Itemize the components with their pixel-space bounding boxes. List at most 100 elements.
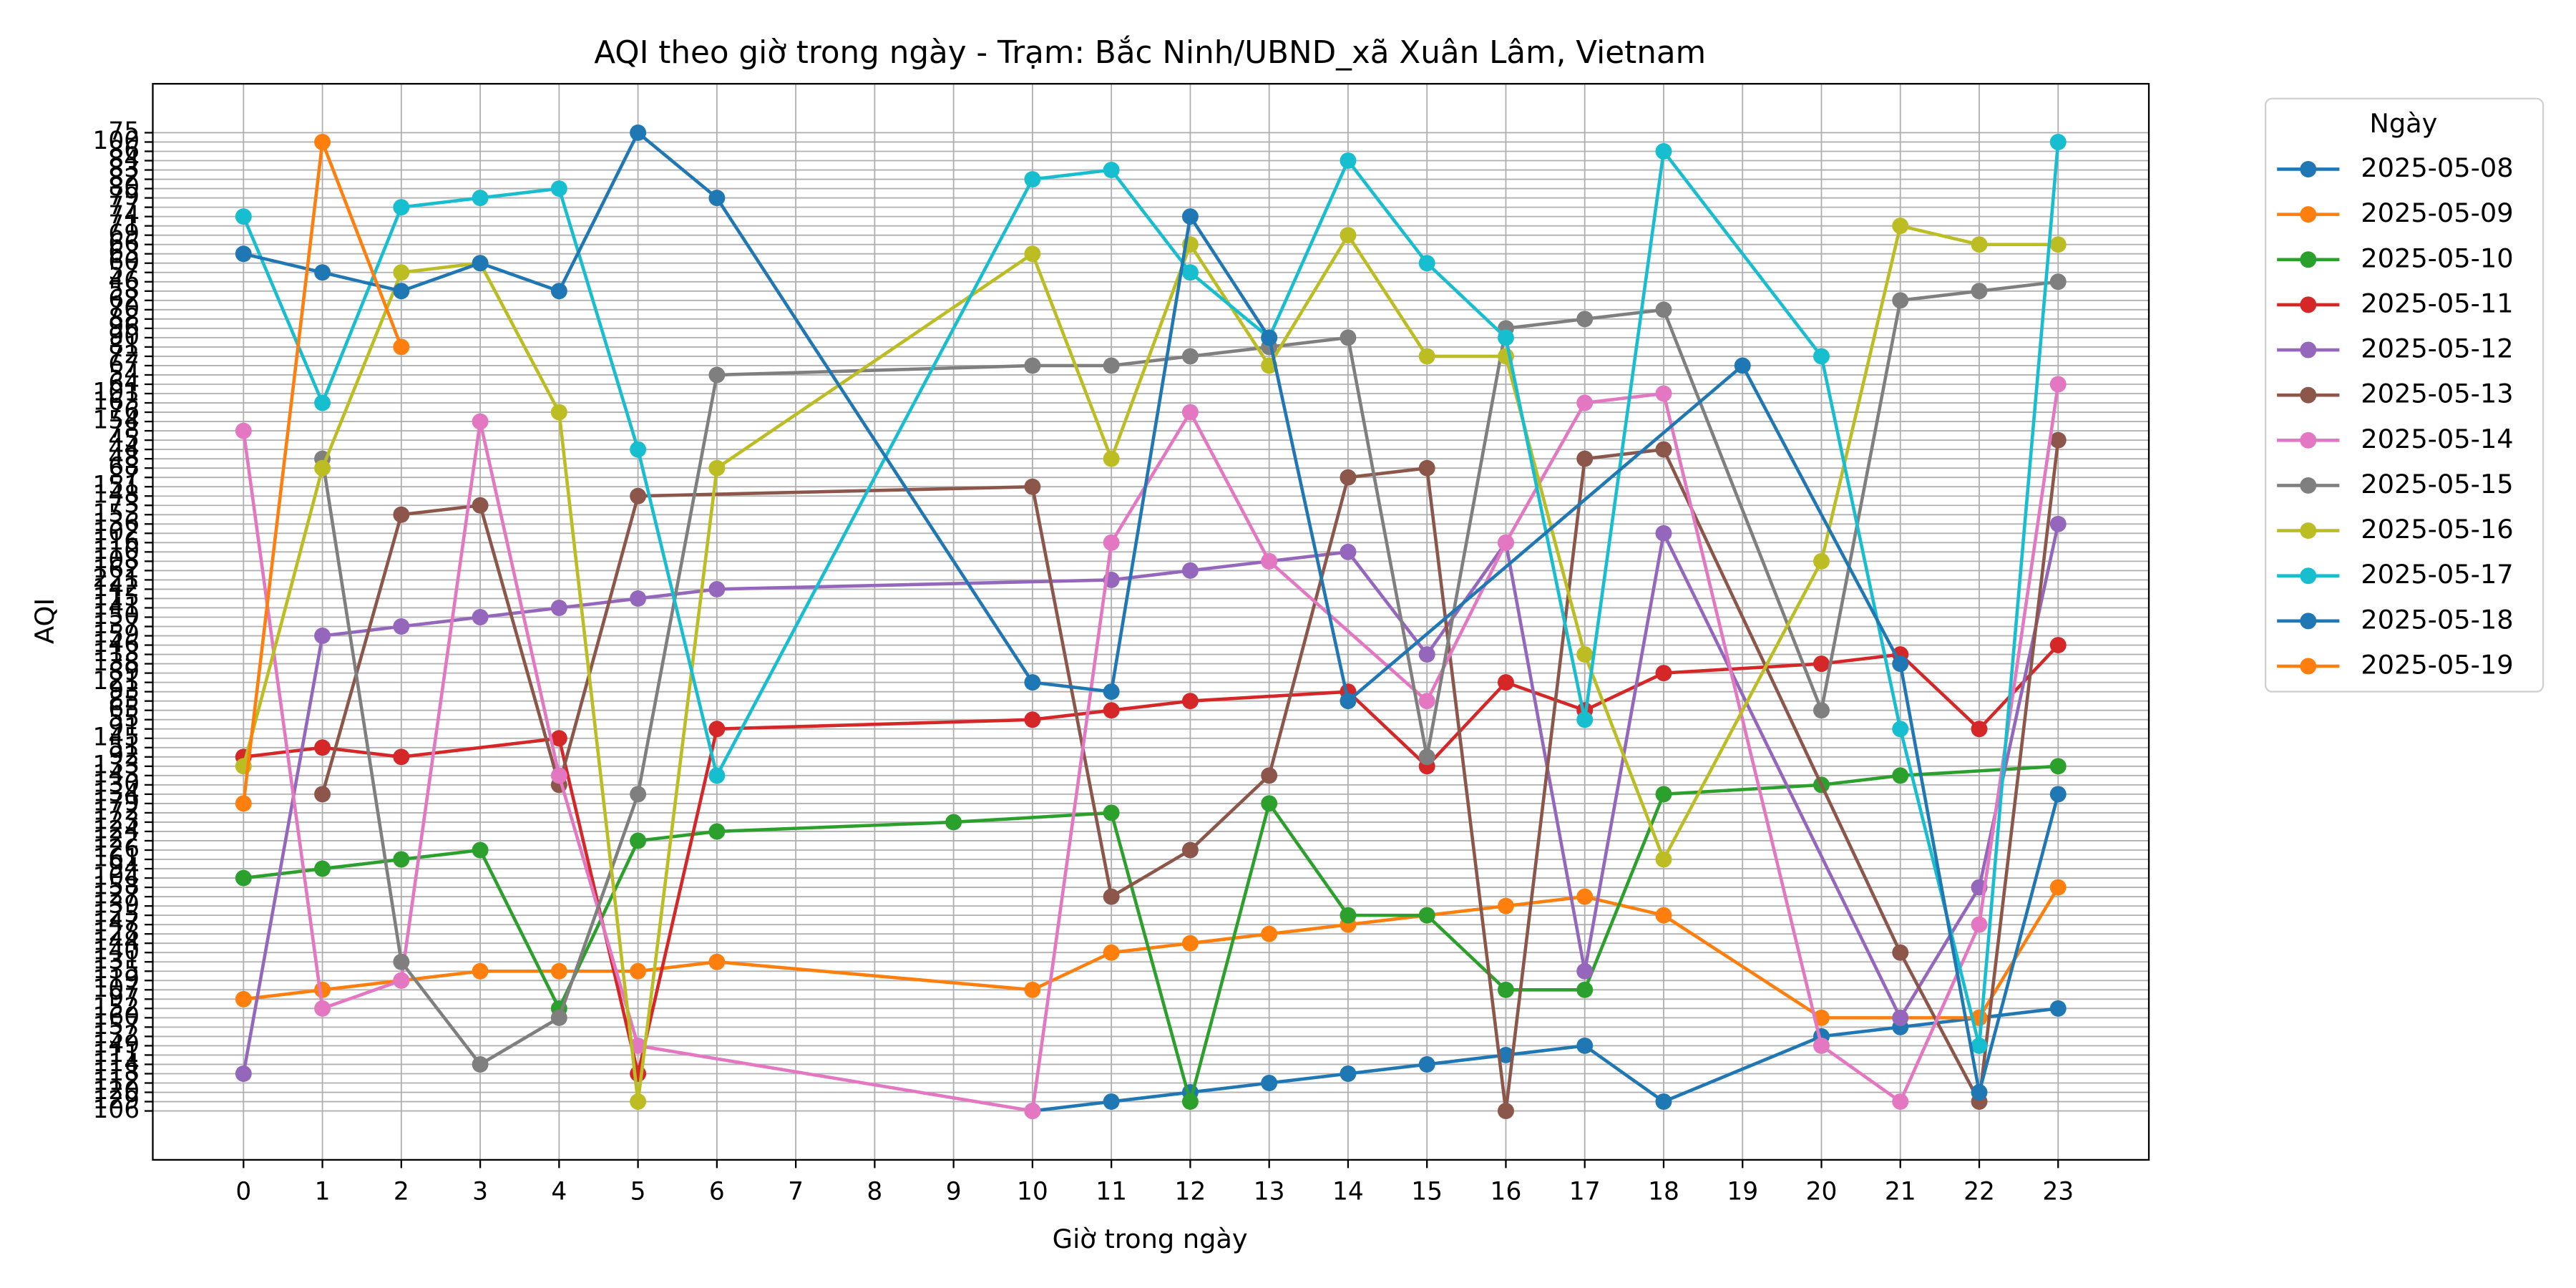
x-tick-label: 6 bbox=[709, 1177, 725, 1206]
data-point bbox=[1734, 357, 1751, 374]
y-tick-label: 100 bbox=[92, 127, 140, 155]
y-tick-label: 131 bbox=[92, 947, 140, 975]
data-point bbox=[1576, 394, 1594, 411]
data-point bbox=[235, 990, 252, 1008]
legend-marker bbox=[2300, 431, 2317, 449]
data-point bbox=[1103, 683, 1120, 701]
data-point bbox=[1971, 916, 1988, 933]
data-point bbox=[1892, 1093, 1909, 1111]
y-tick-label: 97 bbox=[108, 984, 140, 1013]
y-tick-label: 70 bbox=[108, 294, 140, 323]
y-tick-label: 45 bbox=[108, 425, 140, 454]
data-point bbox=[2049, 786, 2067, 803]
y-tick-label: 92 bbox=[108, 741, 140, 770]
data-point bbox=[1181, 693, 1199, 710]
x-tick-label: 5 bbox=[630, 1177, 646, 1206]
y-tick-label: 154 bbox=[92, 406, 140, 435]
y-tick-label: 76 bbox=[108, 397, 140, 426]
data-point bbox=[1181, 264, 1199, 281]
y-tick-label: 55 bbox=[108, 704, 140, 733]
data-point bbox=[314, 133, 331, 150]
y-tick-label: 62 bbox=[108, 285, 140, 313]
y-tick-label: 122 bbox=[92, 825, 140, 854]
legend-title: Ngày bbox=[2369, 108, 2437, 139]
data-point bbox=[314, 459, 331, 477]
y-tick-label: 88 bbox=[108, 303, 140, 332]
plot-area bbox=[235, 124, 2067, 1120]
y-tick-label: 146 bbox=[92, 630, 140, 658]
legend-marker bbox=[2300, 658, 2317, 675]
data-point bbox=[314, 981, 331, 998]
data-point bbox=[1103, 944, 1120, 961]
x-tick-label: 12 bbox=[1175, 1177, 1206, 1206]
x-tick-label: 2 bbox=[394, 1177, 409, 1206]
data-point bbox=[630, 441, 647, 458]
legend-marker bbox=[2300, 251, 2317, 268]
data-point bbox=[1497, 981, 1514, 998]
x-tick-label: 3 bbox=[472, 1177, 488, 1206]
y-tick-label: 81 bbox=[108, 331, 140, 360]
data-point bbox=[472, 413, 489, 430]
data-point bbox=[1813, 702, 1830, 719]
y-axis-label: AQI bbox=[29, 598, 60, 644]
y-tick-label: 102 bbox=[92, 518, 140, 547]
series-line bbox=[242, 142, 2060, 1046]
y-tick-label: 75 bbox=[108, 117, 140, 146]
data-point bbox=[1655, 907, 1672, 924]
data-point bbox=[1655, 786, 1672, 803]
data-point bbox=[1892, 944, 1909, 961]
x-tick-label: 1 bbox=[315, 1177, 331, 1206]
data-point bbox=[1497, 674, 1514, 691]
data-point bbox=[630, 124, 647, 141]
legend: Ngày 2025-05-08 2025-05-09 2025-05-10 2025-… bbox=[2264, 97, 2545, 693]
y-tick-label: 127 bbox=[92, 882, 140, 910]
data-point bbox=[1340, 907, 1357, 924]
x-tick-label: 16 bbox=[1491, 1177, 1522, 1206]
x-tick-label: 0 bbox=[235, 1177, 251, 1206]
data-point bbox=[1655, 851, 1672, 868]
data-point bbox=[2049, 1000, 2067, 1017]
data-point bbox=[1813, 1037, 1830, 1054]
data-point bbox=[393, 618, 410, 635]
y-tick-label: 116 bbox=[92, 527, 140, 556]
y-tick-label: 65 bbox=[108, 695, 140, 723]
y-tick-label: 48 bbox=[108, 444, 140, 472]
data-point bbox=[1340, 543, 1357, 560]
y-tick-label: 115 bbox=[92, 583, 140, 612]
data-point bbox=[708, 459, 726, 477]
data-point bbox=[1655, 441, 1672, 458]
y-tick-label: 133 bbox=[92, 751, 140, 779]
legend-label: 2025-05-13 bbox=[2361, 379, 2513, 409]
y-tick-label: 137 bbox=[92, 611, 140, 640]
data-point bbox=[2049, 376, 2067, 393]
y-tick-label: 140 bbox=[92, 937, 140, 966]
y-tick-label: 142 bbox=[92, 574, 140, 602]
data-point bbox=[630, 1093, 647, 1111]
data-point bbox=[472, 190, 489, 207]
data-point bbox=[1181, 562, 1199, 579]
legend-label: 2025-05-08 bbox=[2361, 152, 2513, 183]
data-point bbox=[2049, 879, 2067, 896]
legend-marker bbox=[2300, 161, 2317, 177]
y-tick-label: 110 bbox=[92, 537, 140, 565]
data-point bbox=[1892, 767, 1909, 784]
data-point bbox=[630, 590, 647, 607]
data-point bbox=[1340, 227, 1357, 244]
data-point bbox=[235, 208, 252, 225]
y-tick-label: 94 bbox=[108, 854, 140, 882]
data-point bbox=[1576, 450, 1594, 467]
y-tick-label: 79 bbox=[108, 182, 140, 211]
legend-marker bbox=[2300, 341, 2317, 358]
legend-marker bbox=[2300, 567, 2317, 585]
chart-title: AQI theo giờ trong ngày - Trạm: Bắc Ninh… bbox=[594, 34, 1706, 71]
y-tick-label: 90 bbox=[108, 322, 140, 351]
y-tick-label: 221 bbox=[92, 565, 140, 593]
data-point bbox=[708, 767, 726, 784]
data-point bbox=[1261, 767, 1278, 784]
data-point bbox=[1024, 245, 1041, 263]
data-point bbox=[630, 487, 647, 504]
data-point bbox=[1024, 478, 1041, 495]
y-tick-label: 135 bbox=[92, 956, 140, 985]
data-point bbox=[630, 1037, 647, 1054]
legend-label: 2025-05-09 bbox=[2361, 197, 2513, 228]
